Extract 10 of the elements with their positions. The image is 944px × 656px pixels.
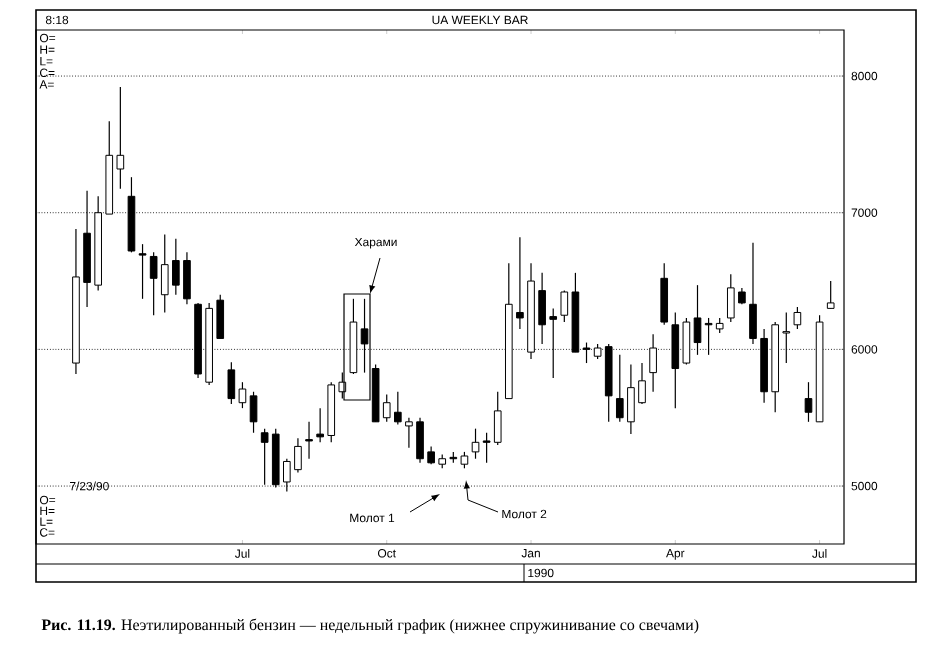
candlestick: [249, 391, 258, 434]
candlestick: [660, 262, 669, 326]
candlestick: [693, 284, 702, 356]
candlestick: [649, 333, 657, 393]
candlestick: [804, 381, 813, 423]
candlestick: [305, 421, 313, 460]
candlestick: [793, 306, 802, 330]
candlestick: [138, 243, 147, 300]
candlestick: [826, 280, 835, 309]
candlestick: [582, 341, 591, 364]
